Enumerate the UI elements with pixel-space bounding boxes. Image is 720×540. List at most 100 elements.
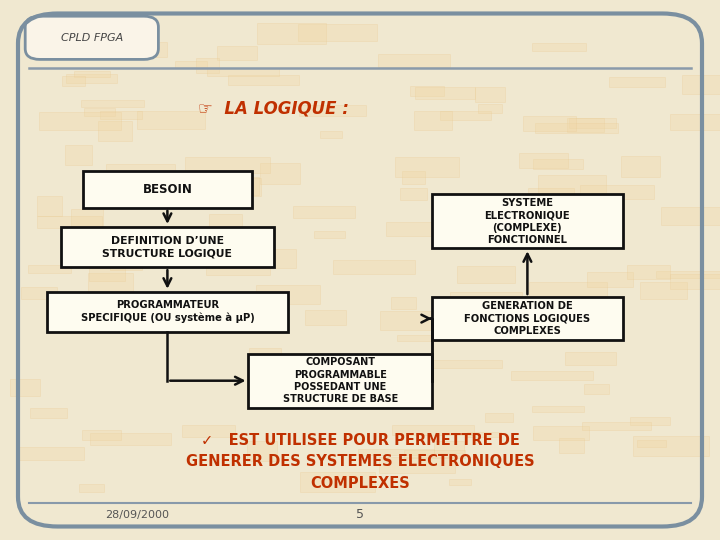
Bar (379, 457, 454, 472)
Bar (310, 369, 348, 387)
Text: GENERER DES SYSTEMES ELECTRONIQUES: GENERER DES SYSTEMES ELECTRONIQUES (186, 454, 534, 469)
Bar (21, 287, 57, 299)
Bar (86, 252, 156, 268)
Bar (467, 432, 501, 437)
Bar (299, 105, 366, 116)
Bar (392, 424, 474, 435)
Bar (475, 87, 505, 103)
Bar (207, 69, 279, 76)
Bar (314, 231, 345, 238)
Bar (621, 156, 660, 177)
Bar (535, 124, 618, 133)
Bar (584, 383, 609, 394)
Text: 28/09/2000: 28/09/2000 (105, 510, 168, 519)
Bar (217, 46, 257, 60)
Bar (397, 335, 457, 341)
Bar (83, 171, 252, 208)
Bar (62, 76, 86, 86)
Bar (432, 194, 623, 248)
Bar (564, 353, 616, 365)
Bar (185, 157, 270, 172)
Bar (94, 42, 168, 57)
Bar (633, 436, 709, 456)
Bar (682, 75, 720, 94)
Bar (432, 297, 623, 340)
Bar (89, 265, 125, 281)
Bar (656, 272, 720, 278)
Bar (88, 273, 133, 293)
Bar (256, 285, 320, 305)
Bar (29, 265, 71, 273)
Text: COMPOSANT
PROGRAMMABLE
POSSEDANT UNE
STRUCTURE DE BASE: COMPOSANT PROGRAMMABLE POSSEDANT UNE STR… (282, 357, 398, 404)
Bar (16, 448, 84, 461)
Bar (182, 425, 235, 437)
Bar (518, 318, 603, 338)
Bar (65, 145, 92, 165)
Bar (582, 422, 652, 430)
Bar (223, 322, 275, 330)
Bar (210, 214, 243, 233)
Bar (320, 131, 343, 138)
Bar (81, 100, 144, 107)
Text: ☞  LA LOGIQUE :: ☞ LA LOGIQUE : (198, 99, 349, 117)
Bar (9, 379, 40, 395)
Bar (201, 177, 258, 195)
Bar (333, 260, 415, 274)
Bar (206, 254, 271, 275)
Bar (454, 305, 528, 314)
Bar (102, 253, 149, 266)
Bar (670, 114, 720, 130)
Bar (434, 235, 492, 245)
Bar (415, 111, 451, 130)
Bar (297, 24, 377, 42)
Bar (379, 312, 455, 330)
Bar (580, 185, 654, 199)
Bar (532, 43, 586, 51)
Bar (137, 111, 204, 129)
Text: ✓   EST UTILISEE POUR PERMETTRE DE: ✓ EST UTILISEE POUR PERMETTRE DE (201, 433, 519, 448)
Bar (192, 178, 261, 196)
Bar (30, 408, 67, 418)
Bar (450, 292, 522, 308)
Bar (217, 249, 296, 268)
Bar (391, 298, 415, 309)
Bar (259, 163, 300, 184)
Bar (73, 22, 138, 38)
Bar (100, 111, 142, 119)
Bar (400, 188, 426, 200)
Bar (61, 227, 274, 267)
Bar (228, 75, 300, 85)
Bar (106, 164, 176, 185)
Bar (433, 441, 464, 453)
Text: COMPLEXES: COMPLEXES (310, 476, 410, 491)
Text: PROGRAMMATEUR
SPECIFIQUE (OU système à µP): PROGRAMMATEUR SPECIFIQUE (OU système à µ… (81, 300, 254, 323)
Bar (485, 414, 513, 422)
Bar (110, 253, 142, 269)
Bar (258, 23, 325, 44)
Bar (66, 75, 117, 83)
Bar (533, 159, 583, 169)
Bar (609, 77, 665, 87)
Bar (523, 116, 576, 131)
Bar (196, 58, 219, 73)
Bar (293, 206, 356, 219)
Bar (64, 31, 135, 49)
Text: SYSTEME
ELECTRONIQUE
(COMPLEXE)
FONCTIONNEL: SYSTEME ELECTRONIQUE (COMPLEXE) FONCTION… (485, 198, 570, 245)
Bar (533, 426, 589, 440)
Bar (433, 360, 502, 368)
Bar (410, 86, 444, 96)
Bar (248, 441, 276, 462)
Bar (567, 118, 604, 132)
Bar (402, 171, 425, 184)
Bar (39, 112, 121, 130)
Bar (175, 62, 207, 68)
Bar (37, 216, 102, 228)
FancyBboxPatch shape (25, 16, 158, 59)
Bar (248, 354, 432, 408)
Bar (300, 472, 375, 492)
Text: BESOIN: BESOIN (143, 183, 192, 196)
Bar (71, 209, 104, 230)
Bar (570, 118, 616, 129)
Bar (539, 176, 606, 193)
Bar (670, 274, 720, 289)
